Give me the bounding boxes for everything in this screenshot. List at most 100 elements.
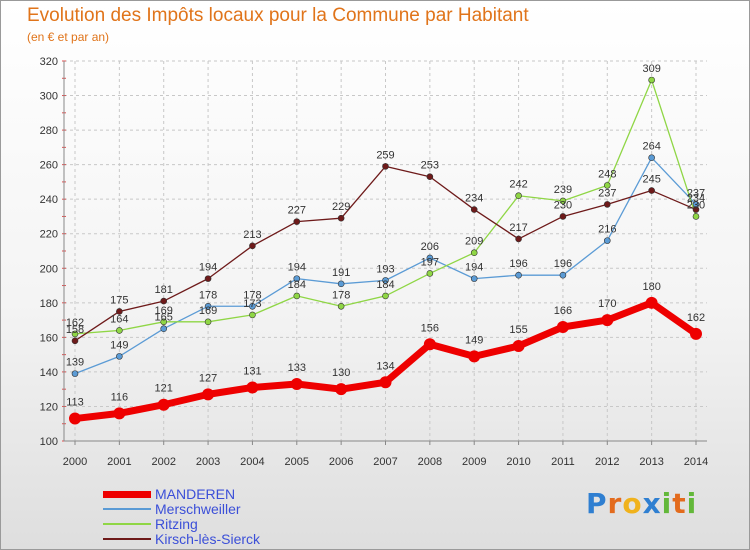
data-point-ritzing — [426, 270, 434, 277]
x-tick-label: 2003 — [196, 456, 220, 468]
data-point-ritzing — [603, 182, 611, 189]
data-point-ritzing — [559, 197, 567, 205]
legend-label: Kirsch-lès-Sierck — [155, 531, 261, 547]
data-point-merschweiller — [559, 271, 567, 279]
data-label: 173 — [243, 298, 261, 310]
data-label: 237 — [687, 187, 705, 199]
data-point-merschweiller — [337, 280, 345, 288]
x-tick-label: 2011 — [551, 456, 575, 468]
data-point-kirsch-l-s-sierck — [116, 308, 123, 315]
data-point-ritzing — [382, 292, 389, 300]
data-label: 131 — [243, 365, 261, 377]
data-point-kirsch-l-s-sierck — [293, 218, 301, 225]
legend-label: MANDEREN — [155, 486, 236, 502]
data-label: 149 — [465, 334, 483, 346]
data-point-merschweiller — [382, 277, 389, 284]
legend-swatch — [103, 538, 151, 540]
data-label: 184 — [288, 279, 306, 291]
data-point-merschweiller — [71, 370, 79, 377]
legend-swatch — [103, 491, 151, 498]
data-label: 169 — [155, 305, 173, 317]
data-point-manderen — [556, 321, 569, 333]
data-label: 234 — [465, 193, 483, 205]
data-label: 194 — [465, 262, 483, 274]
data-label: 194 — [288, 262, 306, 274]
data-point-manderen — [202, 388, 215, 401]
data-label: 164 — [110, 313, 128, 325]
data-point-kirsch-l-s-sierck — [515, 235, 522, 243]
data-point-manderen — [468, 350, 481, 363]
data-label: 181 — [155, 284, 173, 296]
data-point-kirsch-l-s-sierck — [249, 242, 256, 250]
data-label: 309 — [642, 63, 660, 75]
data-point-manderen — [290, 378, 303, 390]
series-lines — [69, 76, 702, 425]
data-label: 229 — [332, 201, 350, 213]
proxiti-logo: Proxiti — [586, 487, 697, 520]
data-label: 180 — [642, 281, 660, 293]
data-point-kirsch-l-s-sierck — [692, 206, 700, 213]
x-tick-label: 2008 — [418, 456, 442, 468]
data-point-manderen — [157, 398, 170, 411]
data-label: 130 — [332, 367, 350, 379]
data-label: 113 — [66, 397, 84, 409]
data-point-ritzing — [160, 318, 168, 326]
legend-label: Merschweiller — [155, 501, 241, 517]
data-point-ritzing — [515, 192, 522, 200]
data-label: 133 — [288, 362, 306, 374]
data-point-merschweiller — [426, 254, 434, 262]
y-tick-label: 200 — [40, 263, 58, 275]
logo-letter: o — [622, 487, 643, 520]
data-label: 253 — [421, 160, 439, 172]
data-label: 217 — [509, 222, 527, 234]
data-label: 234 — [687, 193, 705, 205]
data-label: 156 — [421, 322, 439, 334]
data-label: 194 — [199, 262, 217, 274]
data-point-kirsch-l-s-sierck — [470, 206, 478, 213]
data-label: 165 — [155, 312, 173, 324]
data-label: 162 — [66, 317, 84, 329]
data-label: 116 — [111, 391, 129, 403]
data-point-kirsch-l-s-sierck — [648, 187, 655, 194]
x-tick-label: 2005 — [285, 456, 309, 468]
data-point-manderen — [69, 412, 81, 425]
legend-swatch — [103, 508, 151, 510]
data-label: 149 — [110, 339, 128, 351]
x-tick-label: 2004 — [240, 456, 264, 468]
data-label: 134 — [376, 360, 394, 372]
x-tick-label: 2002 — [151, 456, 175, 468]
data-point-manderen — [113, 407, 126, 420]
data-point-ritzing — [337, 302, 345, 310]
data-label: 169 — [199, 305, 217, 317]
data-label: 230 — [687, 199, 705, 211]
y-tick-label: 120 — [40, 401, 58, 413]
data-label: 127 — [199, 372, 217, 384]
data-point-kirsch-l-s-sierck — [160, 297, 168, 305]
data-point-manderen — [690, 327, 702, 340]
y-tick-label: 180 — [40, 298, 58, 310]
data-point-kirsch-l-s-sierck — [382, 163, 389, 170]
data-label: 170 — [598, 298, 616, 310]
chart-title: Evolution des Impôts locaux pour la Comm… — [27, 5, 529, 26]
data-point-ritzing — [116, 327, 123, 334]
x-tick-label: 2000 — [63, 456, 87, 468]
y-tick-label: 240 — [40, 194, 58, 206]
data-point-merschweiller — [160, 325, 168, 333]
legend-label: Ritzing — [155, 516, 198, 532]
data-label: 178 — [199, 289, 217, 301]
data-label: 230 — [554, 199, 572, 211]
logo-letter: x — [642, 487, 662, 520]
data-label: 162 — [687, 312, 705, 324]
data-point-kirsch-l-s-sierck — [337, 214, 345, 222]
data-point-kirsch-l-s-sierck — [559, 213, 567, 220]
y-tick-label: 220 — [40, 229, 58, 241]
data-point-merschweiller — [249, 302, 256, 310]
data-label: 196 — [554, 258, 572, 270]
y-tick-label: 160 — [40, 332, 58, 344]
data-point-manderen — [379, 376, 392, 389]
data-point-merschweiller — [603, 237, 611, 244]
x-tick-label: 2001 — [107, 456, 131, 468]
x-tick-label: 2013 — [639, 456, 663, 468]
y-tick-label: 280 — [40, 125, 58, 137]
